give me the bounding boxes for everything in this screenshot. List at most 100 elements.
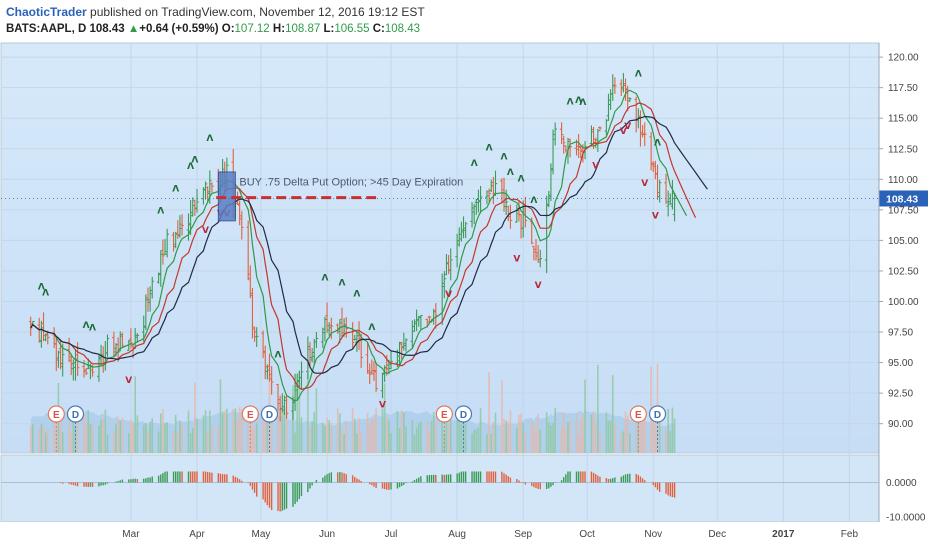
volume-bar [575,412,578,453]
volume-bar [307,372,309,453]
volume-bar [251,427,254,453]
volume-bar [624,411,627,453]
volume-bar [328,420,330,453]
volume-bar [157,431,160,453]
volume-bar [592,411,595,453]
volume-bar [582,413,584,453]
volume-bar [545,412,548,453]
volume-bar [505,420,507,453]
buy-signal-icon: Λ [635,70,642,80]
buy-signal-icon: Λ [339,279,346,289]
volume-bar [149,421,151,453]
earnings-label: E [247,410,254,421]
author-name[interactable]: ChaoticTrader [6,5,87,19]
volume-bar [44,432,47,453]
volume-bar [74,427,77,453]
volume-bar [266,407,269,453]
volume-bar [594,422,597,453]
sell-signal-icon: V [592,161,599,171]
volume-bar [151,418,154,453]
buy-signal-icon: Λ [191,156,198,166]
volume-bar [565,429,567,453]
volume-bar [113,431,115,453]
oscillator-pane[interactable] [0,454,880,523]
earnings-icon [241,405,259,423]
volume-bar [458,413,461,453]
volume-bar [417,423,420,453]
volume-bar [247,412,249,453]
volume-bar [264,419,267,453]
volume-bar [223,411,226,453]
main-pane[interactable] [0,42,880,454]
volume-bar [187,410,190,453]
buy-signal-icon: Λ [89,323,96,333]
volume-bar [59,408,62,453]
close-value: 108.43 [384,23,421,35]
buy-signal-icon: Λ [471,159,478,169]
volume-bar [211,425,213,453]
volume-bar [121,417,124,453]
ma-line-slow_ma [30,115,708,374]
price-scale[interactable] [879,43,931,522]
volume-bar [38,428,41,453]
buy-signal-icon: Λ [321,273,328,283]
volume-bar [390,432,392,453]
volume-bar [524,433,527,453]
volume-bar [172,430,175,453]
volume-bar [456,419,458,453]
volume-bar [607,420,610,453]
volume-bar [530,421,533,453]
buy-signal-icon: Λ [353,289,360,299]
dividend-icon [648,405,667,423]
volume-bar [341,429,343,453]
volume-bar [46,429,49,453]
volume-bar [622,431,625,453]
volume-bar [611,375,614,453]
volume-bar [400,410,403,453]
earnings-label: E [53,410,60,421]
volume-bar [130,418,132,453]
volume-bar [324,426,326,453]
volume-bar [336,408,339,453]
buy-signal-icon: Λ [172,185,179,195]
dividend-icon [454,405,473,423]
volume-bar [32,423,34,453]
volume-bar [164,423,166,453]
volume-bar [552,423,554,453]
earnings-icon [629,405,647,423]
open-label: O: [221,23,235,35]
time-tick-label: Sep [514,529,532,540]
volume-bar [629,433,631,453]
volume-bar [147,431,149,453]
earnings-label: E [635,410,642,421]
volume-bar [420,421,422,453]
volume-bar [426,420,429,453]
volume-bar [322,423,324,453]
volume-bar [641,410,644,453]
volume-bar [281,411,284,453]
volume-bar [300,417,303,453]
time-tick-label: Nov [644,529,662,540]
volume-bar [447,424,450,453]
volume-bar [477,427,480,453]
volume-bar [462,422,465,453]
volume-bar [294,432,296,453]
open-value: 107.12 [234,23,270,35]
volume-bar [360,433,362,453]
volume-bar [296,389,299,453]
time-scale[interactable] [1,522,931,549]
volume-bar [494,412,497,453]
buy-signal-icon: Λ [368,323,375,333]
buy-signal-icon: Λ [654,139,661,149]
symbol-name[interactable]: BATS:AAPL, D [6,23,87,35]
volume-bar [117,416,119,453]
volume-bar [665,430,667,453]
volume-bar [635,420,638,453]
volume-bar [577,434,580,453]
time-tick-label: Jun [319,529,335,540]
volume-bar [569,419,571,453]
volume-bar [253,426,256,453]
volume-bar [479,408,482,453]
volume-bar [136,415,139,453]
